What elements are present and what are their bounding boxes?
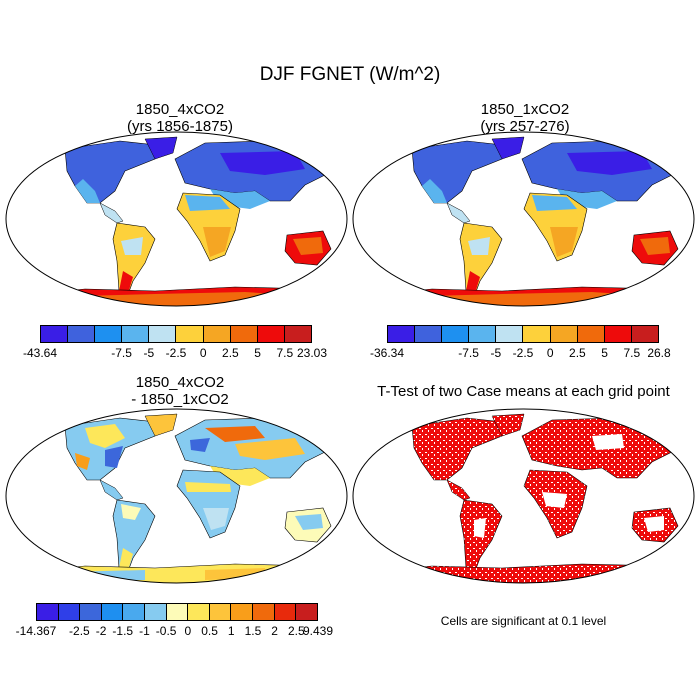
colorbar-label: 2 xyxy=(271,624,278,638)
colorbar-swatch xyxy=(203,326,231,342)
panel-1-title-line1: 1850_4xCO2 xyxy=(135,101,225,118)
colorbar-swatch xyxy=(284,326,311,342)
colorbar-swatch xyxy=(523,326,551,342)
colorbar-swatch xyxy=(257,326,285,342)
panel-3-title-line2: - 1850_1xCO2 xyxy=(131,391,229,408)
panel-3-title-line1: 1850_4xCO2 xyxy=(135,374,225,391)
colorbar-swatch xyxy=(604,326,632,342)
colorbar-swatch xyxy=(95,326,123,342)
colorbar-swatch xyxy=(123,604,146,620)
map-panel-3 xyxy=(5,408,348,584)
colorbar-1 xyxy=(40,325,312,343)
colorbar-swatch xyxy=(37,604,59,620)
panel-3-title: 1850_4xCO2 - 1850_1xCO2 xyxy=(30,374,330,408)
colorbar-label: 0.5 xyxy=(201,624,218,638)
colorbar-label: 0 xyxy=(184,624,192,638)
colorbar-3 xyxy=(36,603,318,621)
colorbar-label: 0 xyxy=(199,346,207,360)
colorbar-label: -1.5 xyxy=(112,624,134,638)
colorbar-label: 1 xyxy=(227,624,235,638)
antarctica xyxy=(361,563,683,583)
colorbar-swatch xyxy=(496,326,524,342)
map-panel-2 xyxy=(352,131,695,307)
colorbar-label: -2 xyxy=(95,624,107,638)
colorbar-2 xyxy=(387,325,659,343)
colorbar-swatch xyxy=(550,326,578,342)
colorbar-swatch xyxy=(274,604,297,620)
colorbar-label: 7.5 xyxy=(623,346,641,360)
colorbar-label: -1 xyxy=(139,624,150,638)
colorbar-swatch xyxy=(469,326,497,342)
colorbar-swatch xyxy=(230,326,258,342)
greenland xyxy=(144,136,178,160)
colorbar-swatch xyxy=(68,326,96,342)
colorbar-swatch xyxy=(415,326,443,342)
colorbar-label: -7.5 xyxy=(458,346,479,360)
colorbar-swatch xyxy=(442,326,470,342)
colorbar-label: -2.5 xyxy=(165,346,187,360)
colorbar-label: 5 xyxy=(254,346,261,360)
ttest-note: Cells are significant at 0.1 level xyxy=(440,614,607,628)
colorbar-label: 9.439 xyxy=(302,624,334,638)
colorbar-swatch xyxy=(577,326,605,342)
colorbar-swatch xyxy=(122,326,150,342)
colorbar-label: 2.5 xyxy=(569,346,586,360)
colorbar-label: -14.367 xyxy=(15,624,57,638)
colorbar-label: -43.64 xyxy=(22,346,58,360)
colorbar-swatch xyxy=(101,604,124,620)
colorbar-swatch xyxy=(149,326,177,342)
colorbar-label: 1.5 xyxy=(244,624,262,638)
map-panel-4 xyxy=(352,408,695,584)
map-outline xyxy=(5,131,348,307)
main-title: DJF FGNET (W/m^2) xyxy=(259,64,441,85)
colorbar-swatch xyxy=(176,326,204,342)
panel-4-title-line1: T-Test of two Case means at each grid po… xyxy=(377,383,670,400)
antarctica xyxy=(14,563,336,583)
colorbar-label: 5 xyxy=(601,346,608,360)
panel-2-title: 1850_1xCO2 (yrs 257-276) xyxy=(375,101,675,135)
colorbar-label: -5 xyxy=(143,346,155,360)
greenland xyxy=(491,136,525,160)
colorbar-label: 26.8 xyxy=(647,346,671,360)
colorbar-swatch xyxy=(145,604,167,620)
colorbar-label: 7.5 xyxy=(276,346,294,360)
colorbar-label: 2.5 xyxy=(222,346,239,360)
colorbar-label: -2.5 xyxy=(512,346,534,360)
panel-2-title-line1: 1850_1xCO2 xyxy=(480,101,570,118)
panel-4-title: T-Test of two Case means at each grid po… xyxy=(352,383,695,400)
central-america xyxy=(446,479,471,501)
colorbar-label: 0 xyxy=(546,346,554,360)
colorbar-swatch xyxy=(388,326,416,342)
colorbar-swatch xyxy=(80,604,102,620)
panel-2-title-line2: (yrs 257-276) xyxy=(480,118,570,135)
colorbar-swatch xyxy=(209,604,232,620)
colorbar-label: -5 xyxy=(490,346,502,360)
colorbar-label: -0.5 xyxy=(155,624,177,638)
colorbar-swatch xyxy=(631,326,658,342)
colorbar-swatch xyxy=(253,604,275,620)
map-panel-1 xyxy=(5,131,348,307)
colorbar-swatch xyxy=(231,604,254,620)
panel-1-title: 1850_4xCO2 (yrs 1856-1875) xyxy=(30,101,330,135)
colorbar-label: -36.34 xyxy=(369,346,405,360)
colorbar-label: 2.5 xyxy=(287,624,305,638)
panel-1-title-line2: (yrs 1856-1875) xyxy=(127,118,233,135)
colorbar-swatch xyxy=(188,604,210,620)
colorbar-swatch xyxy=(166,604,189,620)
colorbar-label: -2.5 xyxy=(69,624,90,638)
colorbar-swatch xyxy=(58,604,81,620)
colorbar-label: 23.03 xyxy=(296,346,328,360)
greenland xyxy=(491,413,525,437)
colorbar-swatch xyxy=(296,604,317,620)
colorbar-swatch xyxy=(41,326,69,342)
greenland xyxy=(144,413,178,437)
colorbar-label: -7.5 xyxy=(111,346,132,360)
